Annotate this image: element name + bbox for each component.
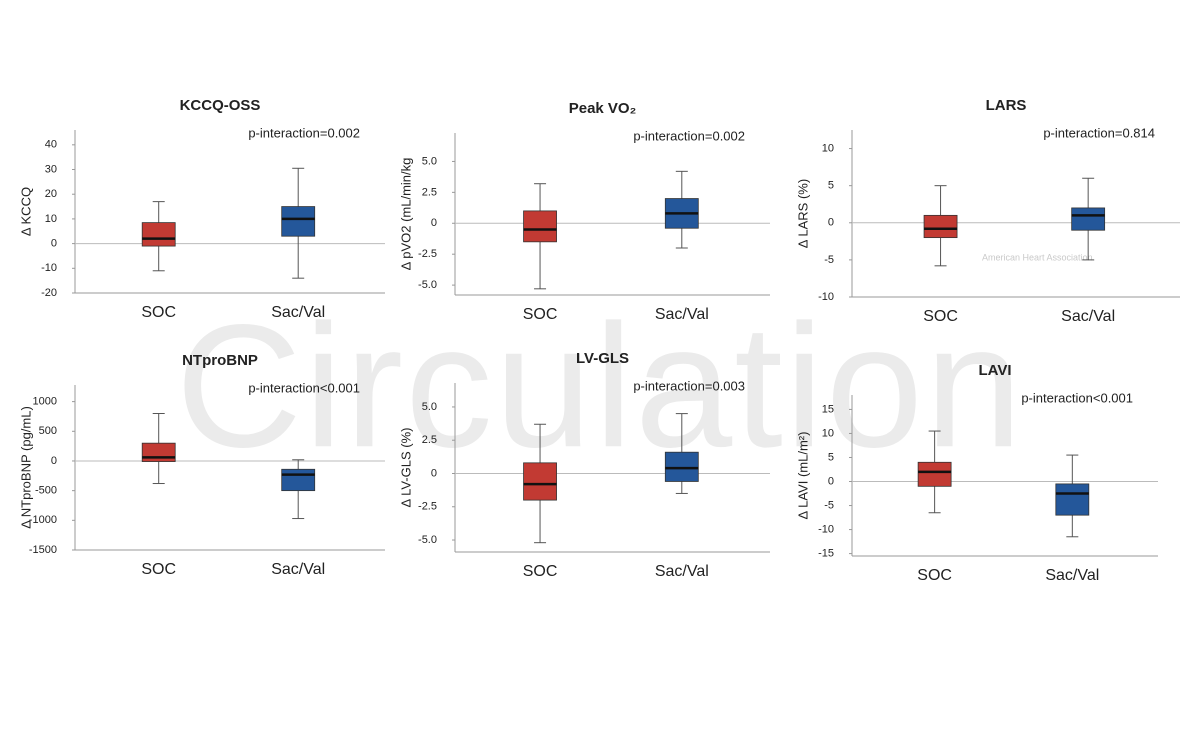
x-tick-label: SOC: [523, 306, 558, 323]
annotation: p-interaction=0.003: [633, 378, 745, 393]
y-tick-label: -500: [35, 485, 57, 497]
box: [141, 222, 176, 247]
box: [141, 442, 176, 462]
y-tick-label: 2.5: [422, 186, 437, 198]
annotation: p-interaction=0.814: [1043, 125, 1155, 140]
y-tick-label: 0: [828, 217, 834, 229]
x-tick-label: SOC: [917, 567, 952, 584]
y-tick-label: -1000: [29, 514, 57, 526]
y-tick-label: -1500: [29, 544, 57, 556]
y-tick-label: -2.5: [418, 501, 437, 513]
annotation: p-interaction=0.002: [633, 128, 745, 143]
y-axis-label: Δ LARS (%): [795, 179, 810, 248]
y-tick-label: 5.0: [422, 401, 437, 413]
y-axis-label: Δ LV-GLS (%): [398, 428, 413, 508]
x-tick-label: Sac/Val: [1045, 567, 1099, 584]
y-tick-label: 0: [51, 455, 57, 467]
y-tick-label: 1000: [33, 396, 57, 408]
logo-text: American Heart Association.: [982, 252, 1095, 262]
y-tick-label: 5.0: [422, 155, 437, 167]
y-tick-label: -15: [818, 548, 834, 560]
x-tick-label: SOC: [141, 561, 176, 578]
watermark: Circulation: [176, 289, 1025, 484]
y-axis-label: Δ KCCQ: [18, 187, 33, 236]
y-axis-label: Δ NTproBNP (pg/mL): [18, 406, 33, 529]
box: [281, 468, 316, 492]
x-tick-label: Sac/Val: [655, 306, 709, 323]
annotation: p-interaction=0.002: [248, 125, 360, 140]
y-tick-label: 40: [45, 139, 57, 151]
box: [1055, 483, 1090, 516]
box: [281, 206, 316, 237]
y-tick-label: -5.0: [418, 279, 437, 291]
chart-title: NTproBNP: [182, 352, 258, 369]
x-tick-label: Sac/Val: [655, 563, 709, 580]
box: [923, 214, 958, 239]
y-tick-label: 0: [51, 238, 57, 250]
y-tick-label: 15: [822, 403, 834, 415]
x-tick-label: Sac/Val: [271, 561, 325, 578]
chart-title: LARS: [986, 97, 1027, 114]
y-tick-label: 10: [45, 213, 57, 225]
box: [917, 461, 952, 487]
chart-title: Peak VO₂: [569, 100, 637, 117]
y-tick-label: 20: [45, 188, 57, 200]
y-tick-label: -2.5: [418, 248, 437, 260]
y-axis-label: Δ pVO2 (mL/min/kg: [398, 158, 413, 271]
x-tick-label: Sac/Val: [1061, 308, 1115, 325]
y-tick-label: 0: [431, 217, 437, 229]
y-tick-label: 2.5: [422, 434, 437, 446]
y-tick-label: -5: [824, 499, 834, 511]
x-tick-label: SOC: [141, 304, 176, 321]
box: [523, 210, 557, 243]
y-tick-label: -10: [818, 523, 834, 535]
chart-title: LV-GLS: [576, 350, 629, 367]
y-tick-label: 0: [828, 475, 834, 487]
box: [1071, 207, 1106, 231]
y-tick-label: 5: [828, 451, 834, 463]
y-tick-label: 500: [39, 425, 57, 437]
box: [664, 451, 699, 482]
y-axis-label: Δ LAVI (mL/m²): [795, 432, 810, 520]
y-tick-label: 0: [431, 467, 437, 479]
y-tick-label: -5.0: [418, 534, 437, 546]
x-tick-label: Sac/Val: [271, 304, 325, 321]
annotation: p-interaction<0.001: [1021, 390, 1133, 405]
y-tick-label: 5: [828, 180, 834, 192]
y-tick-label: -10: [818, 291, 834, 303]
y-tick-label: 30: [45, 163, 57, 175]
y-tick-label: 10: [822, 427, 834, 439]
y-tick-label: -10: [41, 262, 57, 274]
annotation: p-interaction<0.001: [248, 380, 360, 395]
chart-title: KCCQ-OSS: [180, 97, 261, 114]
x-tick-label: SOC: [923, 308, 958, 325]
y-tick-label: -5: [824, 254, 834, 266]
box: [523, 462, 557, 501]
x-tick-label: SOC: [523, 563, 558, 580]
y-tick-label: -20: [41, 287, 57, 299]
y-tick-label: 10: [822, 142, 834, 154]
chart-title: LAVI: [978, 362, 1011, 379]
